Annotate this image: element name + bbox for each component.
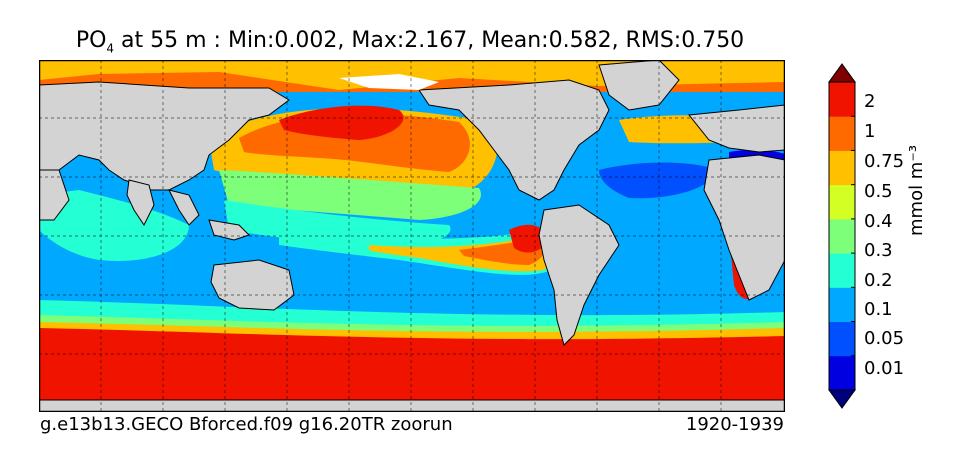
time-period: 1920-1939 bbox=[685, 414, 784, 435]
gridlines bbox=[39, 60, 785, 412]
peru-red bbox=[509, 224, 549, 253]
colorbar-tick-label: 0.05 bbox=[864, 328, 905, 349]
ocean-map bbox=[39, 60, 785, 412]
colorbar-frame bbox=[828, 81, 856, 391]
antarctica bbox=[39, 399, 785, 412]
satl-gyre bbox=[616, 248, 729, 296]
africa-east bbox=[39, 169, 70, 221]
map-panel bbox=[39, 60, 785, 412]
indian-gyre bbox=[59, 268, 214, 298]
colorbar-extend-min bbox=[828, 389, 856, 409]
colorbar-tick-label: 0.01 bbox=[864, 358, 905, 379]
indian-teal bbox=[39, 190, 189, 261]
north-america bbox=[418, 79, 610, 201]
colorbar-segment bbox=[829, 355, 855, 391]
africa bbox=[703, 154, 785, 301]
so-red bbox=[39, 328, 785, 412]
colorbar-segment bbox=[829, 218, 855, 254]
title-variable: PO bbox=[75, 28, 107, 53]
colorbar-segment bbox=[829, 82, 855, 117]
map-title: PO4 at 55 m : Min:0.002, Max:2.167, Mean… bbox=[0, 28, 820, 55]
colorbar-tick-label: 1 bbox=[864, 121, 876, 142]
colorbar-tick-label: 0.2 bbox=[864, 270, 893, 291]
colorbar-tick-label: 0.3 bbox=[864, 240, 893, 261]
colorbar-segment bbox=[829, 184, 855, 220]
australia bbox=[210, 259, 295, 311]
colorbar-segment bbox=[829, 253, 855, 288]
south-america bbox=[538, 204, 620, 346]
sea-ice bbox=[339, 74, 439, 90]
colorbar-tick-label: 2 bbox=[864, 91, 876, 112]
asia bbox=[39, 81, 290, 191]
npac-core-red bbox=[279, 105, 404, 140]
colorbar-ticks bbox=[851, 81, 855, 357]
colorbar-segment bbox=[829, 150, 855, 186]
title-subscript: 4 bbox=[106, 41, 115, 56]
spac-gyre bbox=[284, 274, 509, 320]
colorbar-unit-label: mmol m⁻³ bbox=[906, 144, 927, 236]
colorbar-tick-label: 0.75 bbox=[864, 151, 905, 172]
indonesia bbox=[208, 219, 250, 241]
colorbar-tick-label: 0.4 bbox=[864, 211, 893, 232]
title-stats: at 55 m : Min:0.002, Max:2.167, Mean:0.5… bbox=[114, 28, 745, 53]
npac-green bbox=[219, 170, 481, 220]
land-masses bbox=[39, 60, 785, 412]
colorbar-segments bbox=[828, 63, 856, 409]
run-name: g.e13b13.GECO Bforced.f09 g16.20TR zooru… bbox=[40, 414, 453, 435]
colorbar-segment bbox=[829, 287, 855, 323]
colorbar-extend-max bbox=[828, 63, 856, 83]
colorbar-tick-label: 0.1 bbox=[864, 299, 893, 320]
map-frame bbox=[39, 60, 785, 412]
colorbar-segment bbox=[829, 116, 855, 151]
arctic-yellow bbox=[39, 60, 785, 90]
colorbar bbox=[828, 63, 856, 409]
colorbar-segment bbox=[829, 321, 855, 357]
indochina bbox=[168, 189, 200, 226]
india bbox=[126, 179, 155, 226]
europe bbox=[688, 104, 785, 153]
colorbar-tick-label: 0.5 bbox=[864, 181, 893, 202]
